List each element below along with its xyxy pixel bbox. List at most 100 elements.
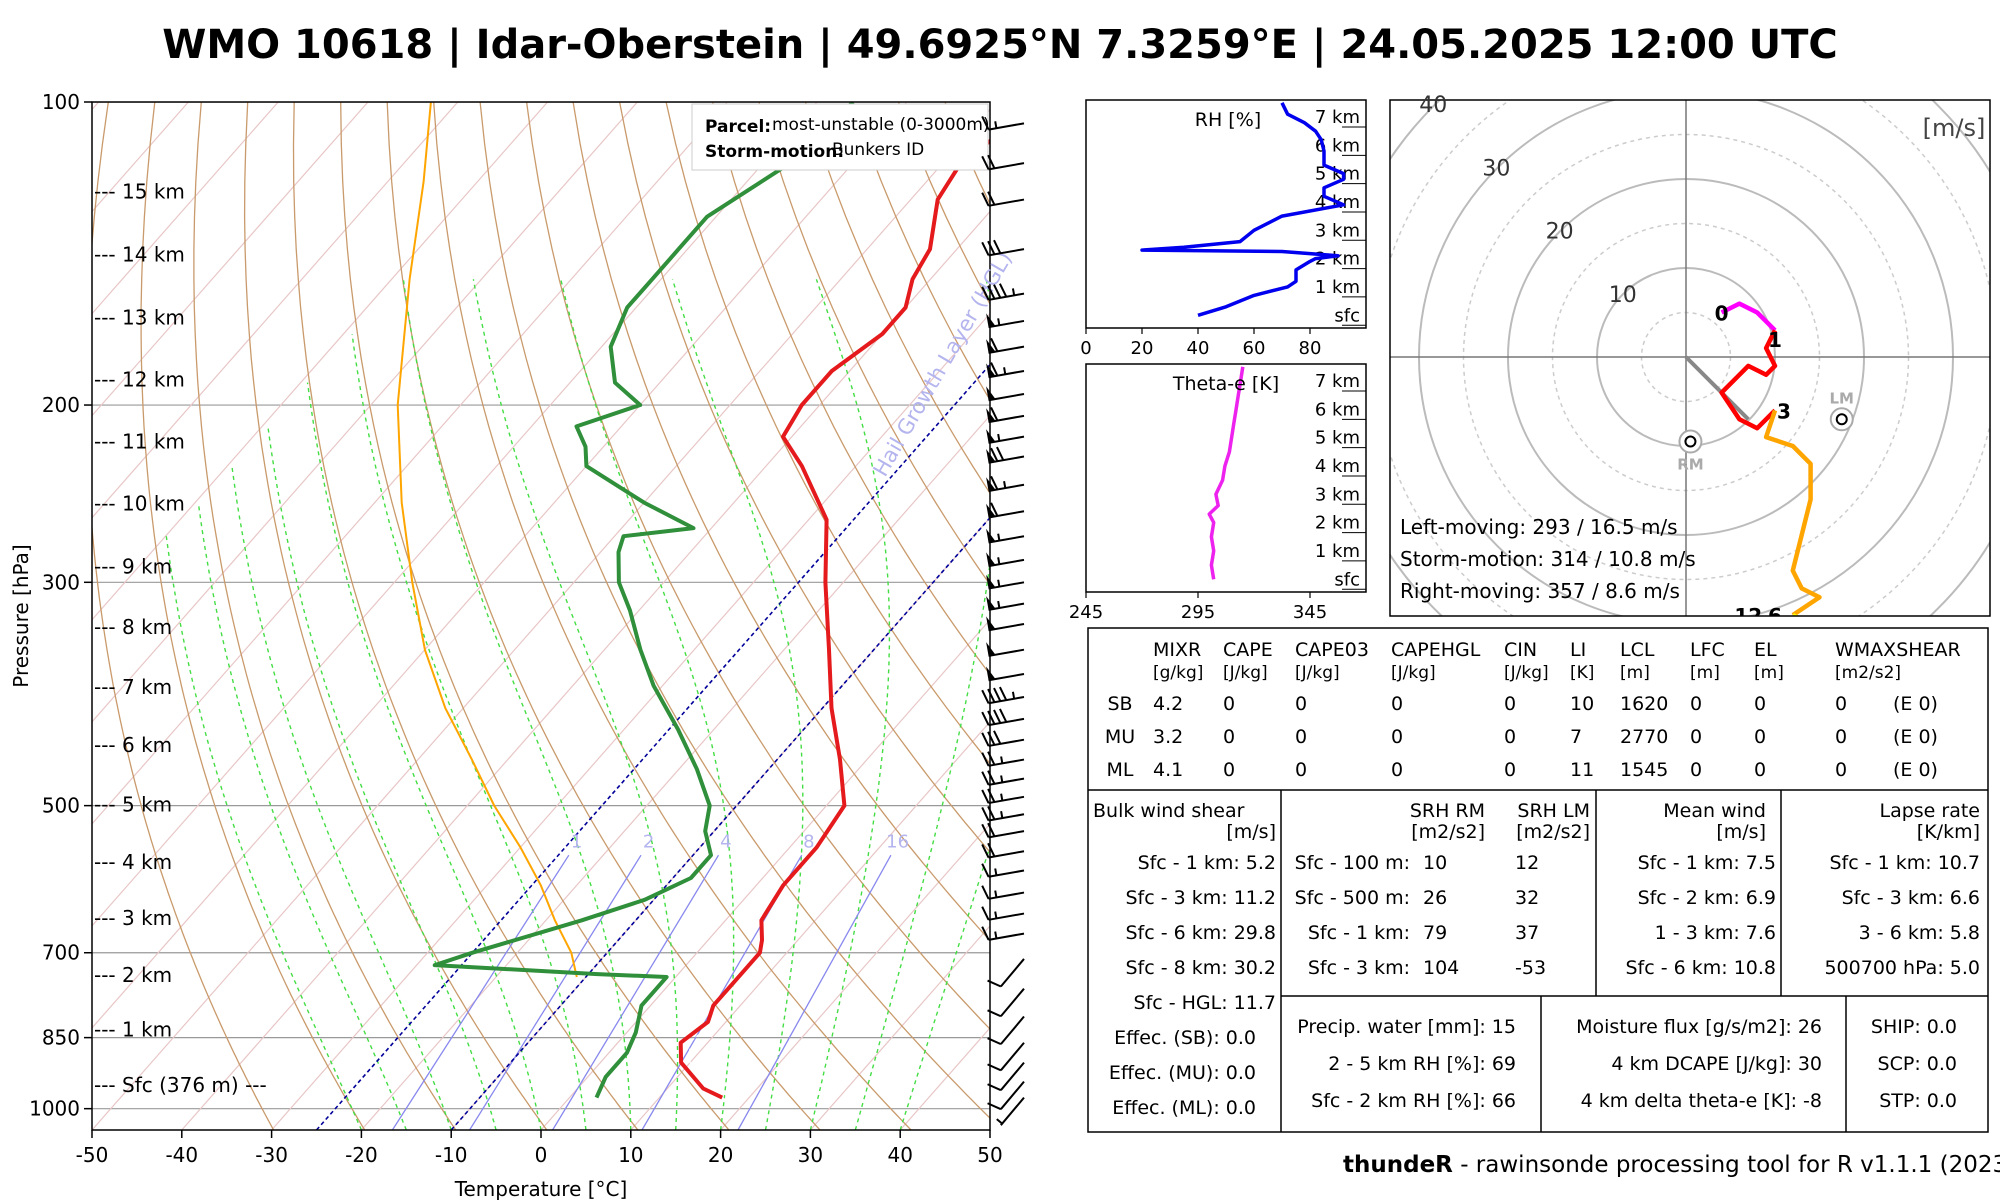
- footer-rest: - rawinsonde processing tool for R v1.1.…: [1453, 1152, 2000, 1178]
- index-row: SCP: 0.0: [1878, 1053, 1957, 1075]
- wind-barb: [981, 116, 1025, 131]
- dry-adiabat-line: [758, 102, 990, 586]
- mixing-ratio-line: [469, 854, 642, 1130]
- rh-xtick-label: 80: [1299, 338, 1322, 359]
- barb-feather: [987, 1009, 1002, 1018]
- dry-adiabat-line: [572, 102, 990, 942]
- mixing-ratio-label: 16: [886, 831, 909, 852]
- hodo-height-label: 3: [1777, 399, 1791, 423]
- barb-half-feather: [1011, 691, 1016, 699]
- height-label: --- 13 km: [94, 305, 185, 329]
- moist-adiabat-line: [231, 466, 452, 1130]
- flux-row: 4 km DCAPE [J/kg]: 30: [1611, 1053, 1822, 1075]
- barb-feather: [981, 771, 990, 786]
- barb-feather: [990, 447, 999, 462]
- skewt-xtick-label: 20: [708, 1143, 733, 1167]
- wind-barb: [986, 313, 1025, 329]
- temperature-line: [678, 138, 990, 1100]
- rh-ylabel: 7 km: [1315, 107, 1360, 128]
- param-cell: 0: [1835, 759, 1847, 781]
- param-cell: 0: [1295, 759, 1307, 781]
- hodo-unit: [m/s]: [1923, 114, 1986, 142]
- barb-half-feather: [997, 557, 1001, 565]
- barb-feather: [987, 842, 996, 857]
- isotherm-line: [92, 102, 818, 927]
- barb-feather: [987, 1063, 1002, 1072]
- skewt-ytick-label: 1000: [29, 1097, 80, 1121]
- moist-adiabat-line: [809, 279, 891, 1130]
- barb-feather: [999, 686, 1008, 701]
- dry-adiabat-line: [193, 102, 457, 1130]
- hodo-ring-label: 10: [1609, 283, 1637, 308]
- param-cell: 7: [1570, 726, 1582, 748]
- barb-staff: [1000, 1080, 1025, 1110]
- meanwind-row: Sfc - 6 km: 10.8: [1625, 957, 1776, 979]
- barb-pennant: [986, 596, 996, 610]
- wind-barb: [986, 475, 1025, 492]
- index-row: SHIP: 0.0: [1871, 1016, 1957, 1038]
- param-cell: 1545: [1620, 759, 1668, 781]
- barb-feather: [987, 191, 996, 206]
- hodo-height-label: 12: [1734, 604, 1762, 628]
- mixing-ratio-line: [391, 854, 570, 1130]
- srh-row-rm: 104: [1423, 957, 1459, 979]
- height-label: --- 11 km: [94, 430, 185, 454]
- param-cell: (E 0): [1893, 726, 1938, 748]
- barb-pennant: [986, 363, 996, 378]
- barb-staff: [988, 122, 1025, 131]
- shear-row: Effec. (SB): 0.0: [1114, 1027, 1256, 1049]
- param-cell: 1620: [1620, 693, 1668, 715]
- rh-ylabel: 1 km: [1315, 277, 1360, 298]
- barb-feather: [981, 789, 990, 804]
- barb-pennant: [986, 642, 996, 656]
- wind-barb: [986, 386, 1025, 402]
- barb-feather: [990, 337, 999, 352]
- barb-half-feather: [994, 931, 998, 939]
- param-cell: 0: [1835, 693, 1847, 715]
- barb-feather: [981, 241, 990, 256]
- barb-staff: [988, 435, 1025, 444]
- height-label: --- 8 km: [94, 615, 172, 639]
- thetae-xtick-label: 345: [1293, 602, 1327, 623]
- lapse-row: Sfc - 1 km: 10.7: [1829, 852, 1980, 874]
- mixing-ratio-label: 4: [720, 831, 731, 852]
- moist-adiabat-line: [197, 502, 407, 1130]
- param-cell: 4.1: [1153, 759, 1183, 781]
- barb-feather: [987, 979, 1002, 988]
- wind-barb: [981, 842, 1025, 859]
- param-cell: 0: [1754, 693, 1766, 715]
- wind-barb: [986, 502, 1025, 519]
- barb-feather: [987, 751, 996, 766]
- barb-feather: [987, 1037, 1002, 1046]
- barb-staff: [988, 758, 1025, 767]
- hodo-motion-text: Storm-motion: 314 / 10.8 m/s: [1400, 547, 1696, 571]
- barb-feather: [993, 730, 1002, 745]
- param-cell: 0: [1295, 726, 1307, 748]
- dry-adiabat-line: [386, 102, 821, 1130]
- barb-half-feather: [994, 121, 998, 129]
- param-col-unit: [K]: [1570, 663, 1594, 683]
- barb-feather: [987, 285, 996, 300]
- wind-barb: [986, 616, 1025, 632]
- isotherm-line: [92, 102, 728, 825]
- param-col-unit: [m]: [1620, 663, 1650, 683]
- wind-barb: [981, 708, 1025, 727]
- barb-feather: [981, 286, 990, 301]
- hodo-motion-text: Left-moving: 293 / 16.5 m/s: [1400, 515, 1678, 539]
- shear-unit: [m/s]: [1226, 821, 1276, 843]
- height-label: --- Sfc (376 m) ---: [94, 1073, 267, 1097]
- srh-head-lm: SRH LM: [1517, 800, 1590, 822]
- param-col-unit: [g/kg]: [1153, 663, 1203, 683]
- shear-row: Sfc - 8 km: 30.2: [1125, 957, 1276, 979]
- wind-barb: [987, 1080, 1025, 1111]
- moisture-row: 2 - 5 km RH [%]: 69: [1328, 1053, 1516, 1075]
- barb-feather: [987, 1102, 1002, 1111]
- skewt-frame: [91, 101, 991, 1131]
- barb-feather: [981, 155, 990, 170]
- skewt-legend: Parcel: most-unstable (0-3000m) Storm-mo…: [691, 103, 990, 171]
- barb-feather: [990, 475, 999, 490]
- isotherm-line: [92, 102, 549, 621]
- param-cell: 0: [1835, 726, 1847, 748]
- barb-feather: [993, 239, 1002, 254]
- skewt-ytick-label: 300: [42, 570, 80, 594]
